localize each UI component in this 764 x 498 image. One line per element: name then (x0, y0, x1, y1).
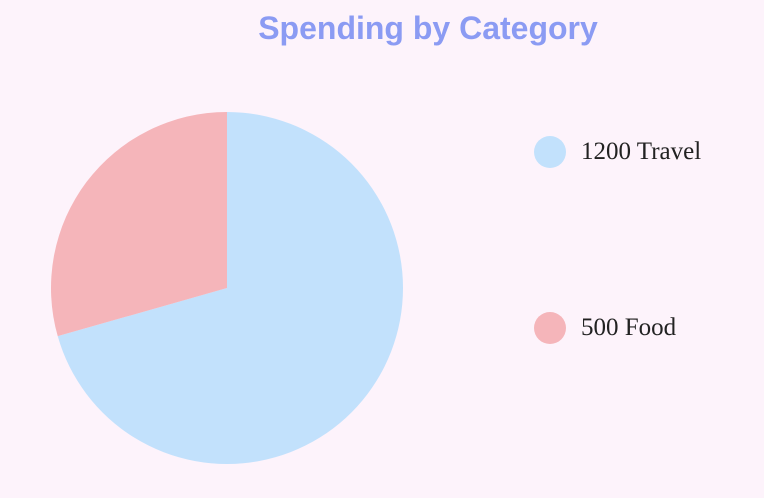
pie-slice-travel (57, 112, 404, 464)
chart-title: Spending by Category (258, 10, 598, 46)
legend-label-food: 500 Food (581, 314, 677, 341)
legend-item-food: 500 Food (534, 311, 676, 345)
legend-label-travel: 1200 Travel (581, 138, 702, 165)
legend-swatch-travel (534, 136, 566, 168)
legend-item-travel: 1200 Travel (534, 135, 701, 169)
legend-swatch-food (534, 312, 566, 344)
pie-slices (51, 112, 404, 464)
pie-slice-food (51, 112, 227, 337)
